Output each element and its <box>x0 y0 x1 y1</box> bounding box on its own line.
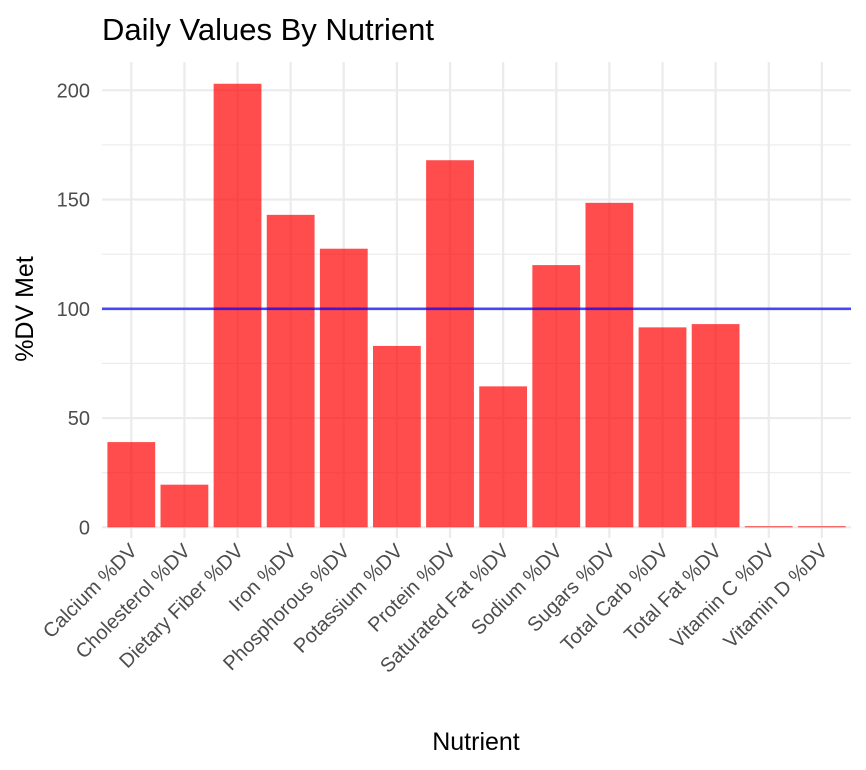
x-tick-label: Sodium %DV <box>467 540 567 640</box>
bar <box>373 345 421 528</box>
x-tick-label: Calcium %DV <box>39 540 142 643</box>
bar <box>638 327 687 528</box>
bar <box>107 442 156 528</box>
y-tick-label: 0 <box>79 517 90 539</box>
bar <box>532 265 581 528</box>
chart-title: Daily Values By Nutrient <box>102 12 434 47</box>
bars <box>107 83 846 528</box>
bar <box>744 526 793 528</box>
y-tick-label: 200 <box>57 80 90 102</box>
bar <box>691 324 740 528</box>
bar <box>426 160 474 528</box>
bar <box>479 386 528 528</box>
y-axis-title: %DV Met <box>11 256 39 362</box>
bar <box>266 214 315 528</box>
bar <box>319 248 368 528</box>
bar <box>797 526 846 528</box>
y-tick-label: 150 <box>57 190 90 212</box>
bar <box>160 484 209 528</box>
x-axis-title: Nutrient <box>432 728 520 756</box>
y-tick-label: 50 <box>68 408 90 430</box>
y-axis-ticks: 0 50 100 150 200 <box>57 80 90 539</box>
bar <box>585 202 634 528</box>
bar <box>213 83 262 528</box>
y-tick-label: 100 <box>57 299 90 321</box>
